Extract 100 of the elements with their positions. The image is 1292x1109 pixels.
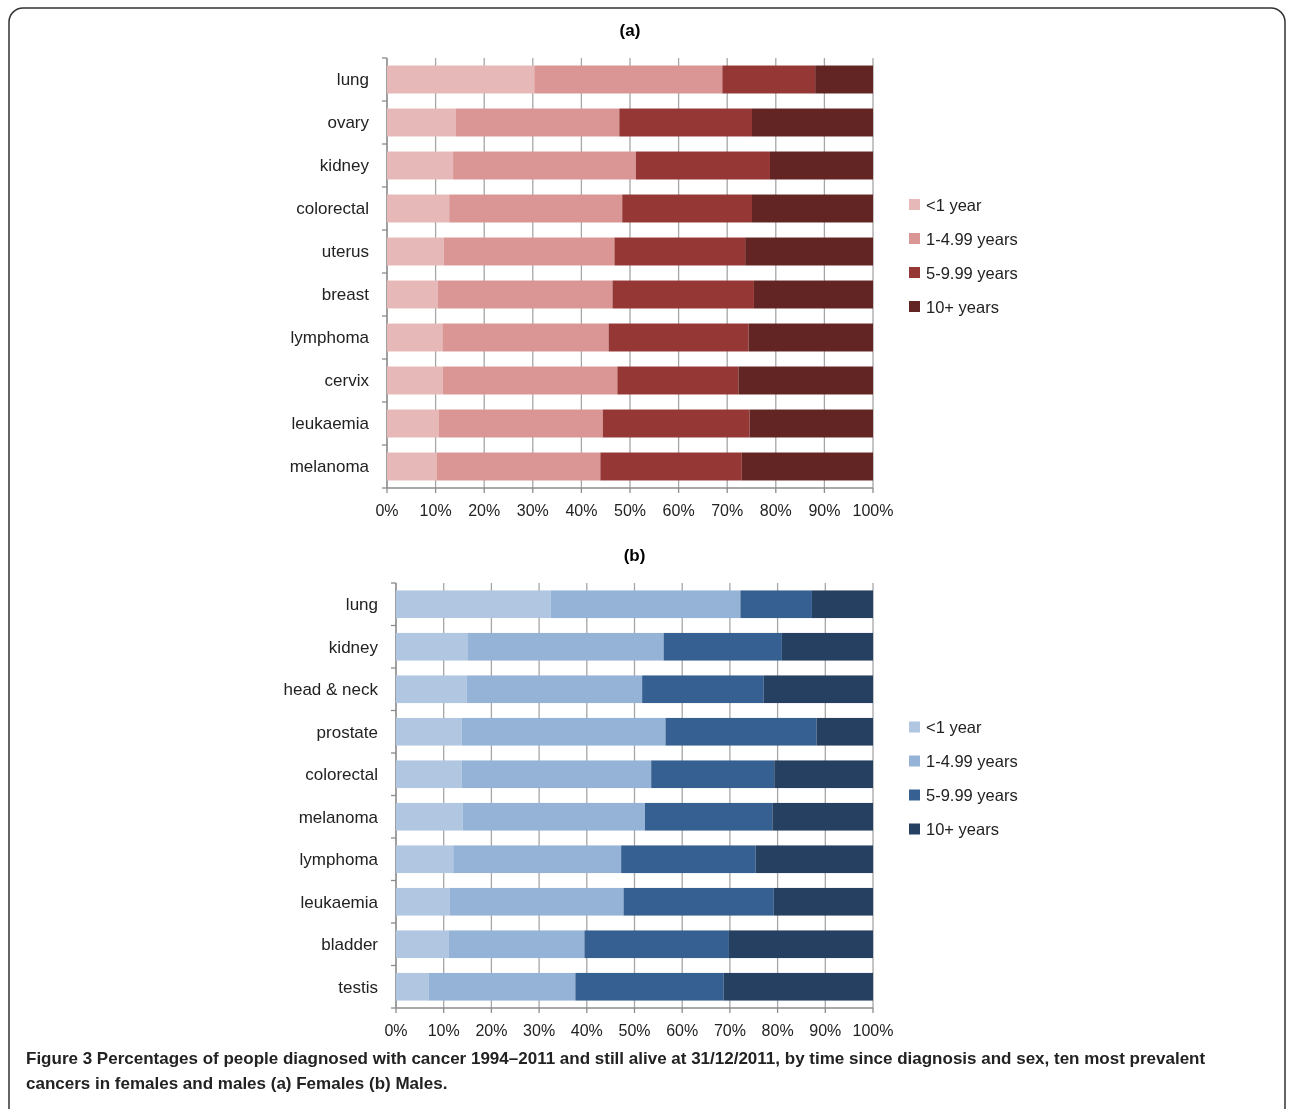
bar (387, 151, 454, 180)
chart-title: (a) (619, 21, 641, 40)
legend-label: 5-9.99 years (926, 263, 1018, 282)
bar (602, 409, 750, 438)
bar (534, 65, 723, 94)
bar (723, 972, 873, 1001)
bar (387, 108, 456, 137)
x-tick-label: 20% (475, 1022, 508, 1039)
y-tick-label: uterus (321, 242, 369, 262)
x-tick-label: 10% (427, 1022, 460, 1039)
bar (772, 802, 873, 831)
bar (619, 108, 752, 137)
bar (453, 845, 622, 874)
x-tick-label: 0% (384, 1022, 408, 1039)
x-tick-label: 0% (375, 502, 399, 519)
x-tick-label: 70% (713, 1022, 746, 1039)
y-tick-label: colorectal (305, 765, 378, 785)
y-tick-label: cervix (324, 371, 370, 391)
bar (428, 972, 576, 1001)
y-tick-label: leukaemia (291, 414, 370, 434)
bar (387, 194, 450, 223)
bar (663, 632, 782, 661)
bar (816, 717, 873, 746)
bar (442, 323, 609, 352)
bar (455, 108, 620, 137)
y-tick-label: prostate (316, 722, 378, 742)
y-tick-label: leukaemia (300, 892, 379, 912)
x-tick-label: 30% (516, 502, 549, 519)
bar (584, 930, 729, 959)
x-tick-label: 80% (759, 502, 792, 519)
x-tick-label: 90% (808, 502, 841, 519)
bar (387, 237, 444, 266)
chart-title: (b) (623, 546, 646, 565)
bar (614, 237, 746, 266)
bar (436, 452, 601, 481)
bar (749, 409, 873, 438)
bar (769, 151, 873, 180)
bar (442, 366, 618, 395)
bar (396, 590, 551, 619)
bar (740, 590, 812, 619)
bar (438, 280, 613, 309)
bar (396, 930, 449, 959)
bar (811, 590, 873, 619)
bar (773, 887, 873, 916)
bar (387, 323, 443, 352)
caption: Figure 3 Percentages of people diagnosed with cancer 1994–2011 and still alive at 31/12/2011, by time since diagnosis and sex, ten most prevalent cancers in females and males (a) Females (b) Males. (26, 1049, 1206, 1093)
bar (461, 717, 666, 746)
legend-label: 5-9.99 years (926, 786, 1018, 805)
bar (387, 409, 439, 438)
y-tick-label: lung (336, 70, 369, 90)
bar (774, 760, 873, 789)
x-tick-label: 20% (468, 502, 501, 519)
bar (748, 323, 873, 352)
bar (621, 845, 756, 874)
bar (751, 194, 873, 223)
bar (753, 280, 873, 309)
x-tick-label: 100% (852, 502, 894, 519)
bar (728, 930, 873, 959)
bar (617, 366, 739, 395)
bar (741, 452, 873, 481)
x-tick-label: 80% (761, 1022, 794, 1039)
x-tick-label: 10% (419, 502, 452, 519)
x-tick-label: 50% (618, 1022, 651, 1039)
bar (600, 452, 742, 481)
legend-label: 10+ years (926, 820, 999, 839)
bar (651, 760, 775, 789)
bar (387, 65, 535, 94)
bar (449, 194, 623, 223)
bar (396, 717, 462, 746)
y-tick-label: lymphoma (299, 850, 379, 870)
legend-label: <1 year (926, 195, 982, 214)
legend-label: 1-4.99 years (926, 229, 1018, 248)
bar (449, 887, 624, 916)
bar (396, 887, 450, 916)
bar (623, 887, 774, 916)
bar (781, 632, 873, 661)
x-tick-label: 90% (809, 1022, 842, 1039)
x-tick-label: 30% (523, 1022, 556, 1039)
legend-label: 10+ years (926, 297, 999, 316)
y-tick-label: breast (321, 285, 370, 305)
bar (745, 237, 873, 266)
legend-label: 1-4.99 years (926, 752, 1018, 771)
bar (468, 632, 664, 661)
y-tick-label: colorectal (296, 199, 369, 219)
bar (387, 452, 437, 481)
x-tick-label: 60% (662, 502, 695, 519)
bar (443, 237, 615, 266)
bar (462, 802, 645, 831)
bar (387, 366, 443, 395)
y-tick-label: melanoma (289, 457, 370, 477)
bar (466, 675, 643, 704)
bar (622, 194, 752, 223)
bar (396, 845, 454, 874)
x-tick-label: 70% (711, 502, 744, 519)
bar (665, 717, 817, 746)
y-tick-label: melanoma (298, 807, 379, 827)
x-tick-label: 40% (565, 502, 598, 519)
bar (815, 65, 873, 94)
bar (550, 590, 741, 619)
bar (635, 151, 770, 180)
